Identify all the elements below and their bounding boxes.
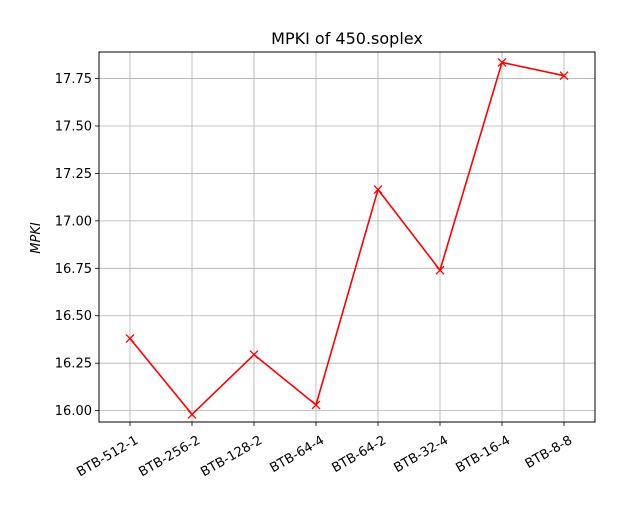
- marker-stroke: [187, 409, 197, 419]
- x-tick-label: BTB-128-2: [198, 433, 265, 480]
- chart-title: MPKI of 450.soplex: [271, 29, 423, 48]
- y-tick-label: 16.75: [55, 262, 92, 277]
- y-tick-label: 17.00: [55, 214, 92, 229]
- marker-stroke: [311, 400, 321, 410]
- y-axis-label: MPKI: [29, 222, 44, 254]
- marker-stroke: [497, 57, 507, 67]
- data-point-marker: [373, 185, 383, 195]
- plot-frame: [98, 51, 596, 423]
- marker-stroke: [125, 334, 135, 343]
- marker-stroke: [559, 71, 569, 81]
- x-tick-label: BTB-512-1: [74, 433, 141, 480]
- series-line: [129, 61, 565, 416]
- marker-stroke: [435, 265, 445, 275]
- marker-stroke: [373, 185, 383, 195]
- x-tick-label: BTB-32-4: [392, 433, 451, 476]
- data-point-marker: [435, 265, 445, 275]
- data-point-marker: [311, 400, 321, 410]
- x-tick-label: BTB-8-8: [523, 433, 575, 472]
- y-tick-label: 16.00: [55, 404, 92, 419]
- x-tick-label: BTB-16-4: [454, 433, 513, 476]
- data-point-marker: [187, 409, 197, 419]
- y-tick-label: 16.50: [55, 309, 92, 324]
- x-tick-label: BTB-64-2: [330, 433, 389, 476]
- data-point-marker: [497, 57, 507, 67]
- grid-layer: [99, 52, 595, 422]
- data-point-marker: [249, 350, 259, 360]
- x-tick-label: BTB-256-2: [136, 433, 203, 480]
- y-tick-label: 17.50: [55, 120, 92, 135]
- x-tick-label: BTB-64-4: [268, 433, 327, 476]
- y-tick-label: 16.25: [55, 357, 92, 372]
- data-point-marker: [125, 334, 135, 343]
- data-point-marker: [559, 71, 569, 81]
- y-tick-label: 17.25: [55, 167, 92, 182]
- series-layer: [125, 57, 569, 419]
- y-tick-label: 17.75: [55, 72, 92, 87]
- marker-stroke: [249, 350, 259, 360]
